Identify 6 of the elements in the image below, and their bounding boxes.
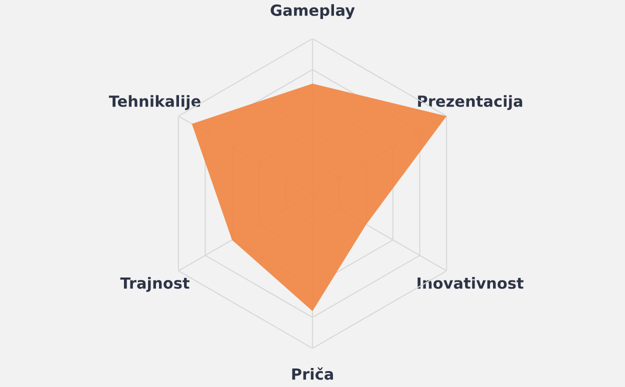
spoke-label: Priča (292, 367, 333, 380)
spoke-label: Tehnikalije (108, 95, 200, 110)
spoke-label: Inovativnost (418, 277, 524, 289)
spoke-label: Gameplay (270, 4, 355, 20)
spoke-label: Prezentacija (418, 95, 522, 110)
spoke-label: Trajnost (120, 276, 190, 292)
